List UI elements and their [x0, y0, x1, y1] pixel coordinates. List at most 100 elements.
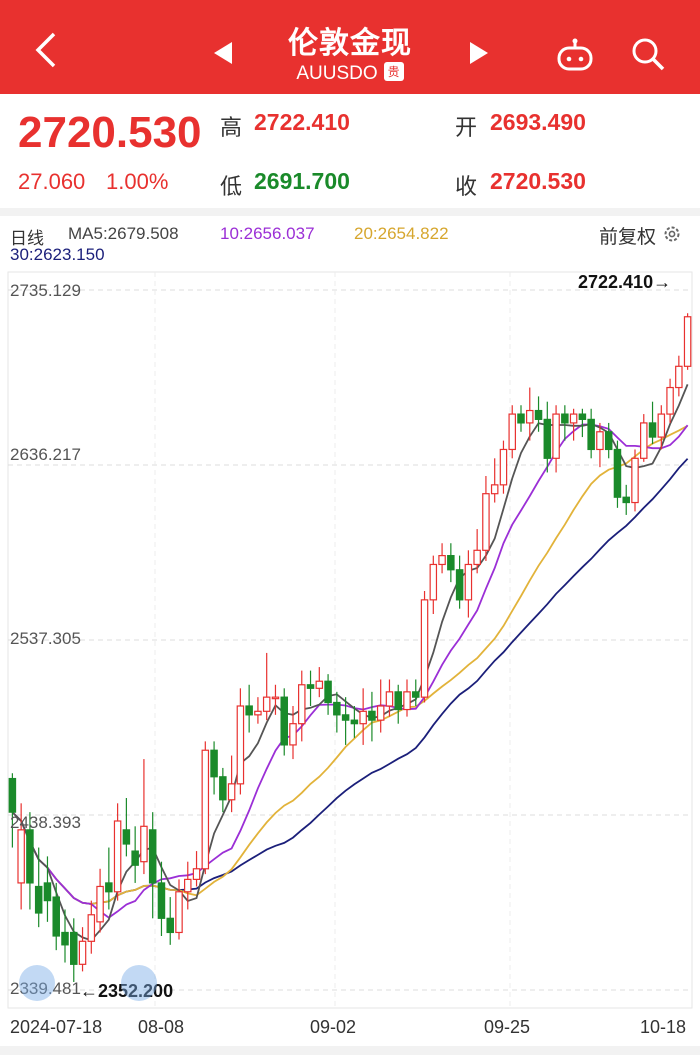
robot-assistant-icon[interactable]: [556, 38, 594, 72]
candle-body: [262, 696, 271, 712]
candle-body: [499, 448, 508, 486]
candle-body: [289, 723, 297, 746]
candle-body: [34, 885, 43, 914]
ma20-label: 20:2654.822: [354, 224, 449, 243]
candle-body: [403, 691, 411, 711]
candle-body: [227, 783, 236, 801]
next-instrument-icon[interactable]: [470, 42, 488, 64]
quote-panel: 2720.530 27.060 1.00% 高 2722.410 开 2693.…: [0, 94, 700, 212]
ma30-line: [11, 458, 689, 905]
prev-instrument-icon[interactable]: [214, 42, 232, 64]
candle-body: [105, 882, 113, 893]
candle-body: [394, 691, 402, 711]
candle-body: [210, 749, 218, 778]
candle-body: [438, 555, 446, 566]
candle-body: [675, 365, 683, 389]
candle-body: [157, 882, 166, 919]
candle-body: [271, 696, 280, 700]
ma10-line: [11, 423, 689, 919]
candle-body: [324, 680, 332, 704]
back-arrow-icon[interactable]: [30, 30, 64, 70]
high-label: 高: [220, 115, 243, 140]
candle-body: [368, 710, 376, 721]
x-tick-label: 2024-07-18: [10, 1017, 103, 1037]
ma10-label: 10:2656.037: [220, 224, 315, 243]
candle-body: [184, 878, 192, 893]
candle-body: [648, 422, 657, 438]
candle-body: [482, 493, 490, 551]
candle-body: [561, 413, 569, 424]
close-value: 2720.530: [490, 168, 586, 194]
scroll-handle-bubble[interactable]: [121, 965, 157, 1001]
open-label: 开: [455, 115, 478, 140]
candle-body: [587, 418, 595, 451]
high-annotation: 2722.410→: [578, 272, 672, 292]
candle-body: [569, 413, 578, 424]
candle-body: [280, 696, 288, 746]
candle-body: [350, 719, 359, 725]
ma5-line: [11, 384, 689, 942]
candle-body: [175, 891, 183, 934]
x-tick-label: 10-18: [640, 1017, 687, 1037]
x-tick-label: 09-02: [310, 1017, 357, 1037]
search-icon[interactable]: [630, 36, 666, 72]
candle-body: [78, 940, 87, 965]
candle-body: [552, 413, 560, 459]
candle-body: [455, 569, 464, 601]
low-label: 低: [220, 174, 243, 199]
candle-body: [298, 684, 306, 725]
candle-body: [70, 931, 78, 965]
scroll-left-bubble[interactable]: [19, 965, 55, 1001]
candle-body: [604, 431, 613, 451]
gear-icon[interactable]: [662, 224, 682, 244]
category-badge: 贵: [383, 62, 404, 81]
ma20-line: [11, 425, 689, 905]
candle-body: [122, 829, 131, 845]
bottom-bar: [0, 1046, 700, 1055]
candle-body: [333, 701, 341, 716]
candle-body: [61, 931, 69, 946]
candle-body: [596, 431, 604, 451]
candle-body: [148, 829, 157, 884]
candle-body: [447, 555, 455, 571]
candle-body: [385, 691, 394, 707]
candle-body: [341, 714, 350, 721]
close-label: 收: [455, 174, 478, 199]
candle-body: [666, 386, 674, 415]
candle-body: [631, 457, 639, 504]
candle-body: [52, 896, 60, 937]
candle-body: [683, 316, 692, 367]
candle-body: [508, 413, 516, 451]
app-header: 伦敦金现 AUUSDO 贵: [0, 0, 700, 94]
candle-body: [640, 422, 648, 459]
y-tick-label: 2339.481: [10, 979, 81, 998]
high-value: 2722.410: [254, 109, 350, 135]
period-label[interactable]: 日线: [10, 229, 44, 248]
candle-body: [131, 850, 139, 866]
candle-body: [376, 705, 385, 721]
candle-body: [192, 868, 201, 880]
candle-body: [420, 599, 429, 698]
candle-body: [236, 705, 245, 785]
last-price: 2720.530: [18, 108, 202, 157]
candle-body: [534, 409, 543, 420]
ma30-label: 30:2623.150: [10, 245, 105, 264]
candle-body: [315, 680, 324, 689]
candle-body: [96, 885, 104, 923]
candle-body: [517, 413, 525, 424]
candle-body: [113, 820, 122, 893]
candle-body: [219, 776, 227, 801]
y-tick-label: 2735.129: [10, 281, 81, 300]
candle-body: [490, 484, 499, 495]
adjust-mode-label[interactable]: 前复权: [599, 227, 657, 248]
x-tick-label: 09-25: [484, 1017, 531, 1037]
low-value: 2691.700: [254, 168, 350, 194]
y-tick-label: 2636.217: [10, 445, 81, 464]
candlestick-chart[interactable]: [0, 262, 700, 1012]
candle-body: [166, 917, 174, 934]
x-tick-label: 08-08: [138, 1017, 185, 1037]
instrument-code-text: AUUSDO: [296, 63, 378, 84]
low-annotation: ←2352.200: [80, 981, 174, 1001]
candle-body: [306, 684, 315, 689]
price-change-percent: 1.00%: [106, 169, 169, 194]
